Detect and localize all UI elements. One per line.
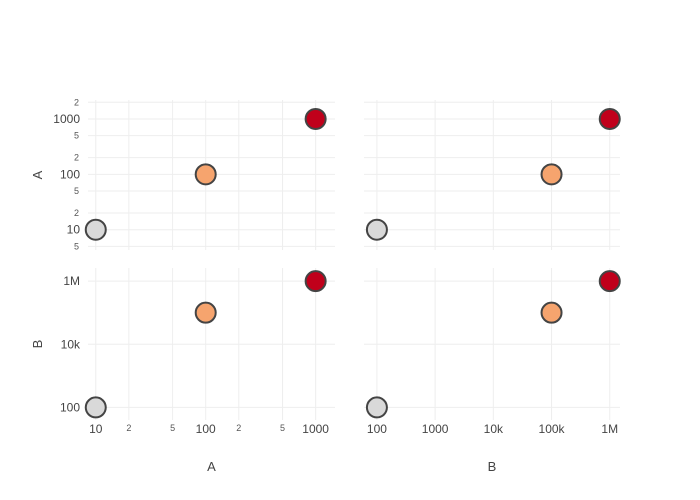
y-minor-tick-label: 2: [74, 208, 79, 218]
data-point[interactable]: [365, 396, 388, 419]
x-tick-label: 1000: [302, 422, 329, 436]
data-points: [84, 107, 621, 419]
x-tick-label: 100: [196, 422, 216, 436]
x-axis-title: B: [488, 459, 497, 474]
x-tick-label: 10: [89, 422, 103, 436]
x-tick-label: 100k: [539, 422, 566, 436]
data-point[interactable]: [304, 107, 327, 130]
x-tick-label: 1000: [422, 422, 449, 436]
y-tick-label: 100: [60, 400, 80, 414]
data-point[interactable]: [598, 107, 621, 130]
y-tick-label: 1M: [63, 274, 80, 288]
x-minor-tick-label: 2: [126, 423, 131, 433]
x-tick-label: 1M: [601, 422, 618, 436]
data-point[interactable]: [540, 301, 563, 324]
y-minor-tick-label: 5: [74, 131, 79, 141]
data-point[interactable]: [598, 270, 621, 293]
data-point[interactable]: [194, 301, 217, 324]
x-tick-labels: 10 100 1000 2 5 2 5 100 1000 10k 100k 1M: [89, 422, 618, 436]
y-tick-label: 10: [67, 223, 81, 237]
x-minor-tick-label: 2: [236, 423, 241, 433]
data-point[interactable]: [540, 163, 563, 186]
data-point[interactable]: [84, 218, 107, 241]
data-point[interactable]: [84, 396, 107, 419]
y-minor-tick-label: 5: [74, 186, 79, 196]
y-axis-title: A: [30, 170, 45, 179]
y-axis-title: B: [30, 340, 45, 349]
y-minor-tick-label: 5: [74, 241, 79, 251]
y-tick-label: 10k: [61, 337, 81, 351]
x-minor-tick-label: 5: [170, 423, 175, 433]
data-point[interactable]: [365, 218, 388, 241]
y-minor-tick-label: 2: [74, 153, 79, 163]
x-minor-tick-label: 5: [280, 423, 285, 433]
x-axis-title: A: [207, 459, 216, 474]
gridlines: [88, 100, 620, 420]
data-point[interactable]: [304, 270, 327, 293]
axis-titles: A A B B: [30, 170, 496, 474]
x-tick-label: 100: [367, 422, 387, 436]
y-tick-label: 1000: [53, 112, 80, 126]
data-point[interactable]: [194, 163, 217, 186]
y-tick-labels: 10 100 1000 5 2 5 2 5 2 100 10k 1M: [53, 97, 81, 414]
x-tick-label: 10k: [484, 422, 504, 436]
y-tick-label: 100: [60, 167, 80, 181]
y-minor-tick-label: 2: [74, 97, 79, 107]
